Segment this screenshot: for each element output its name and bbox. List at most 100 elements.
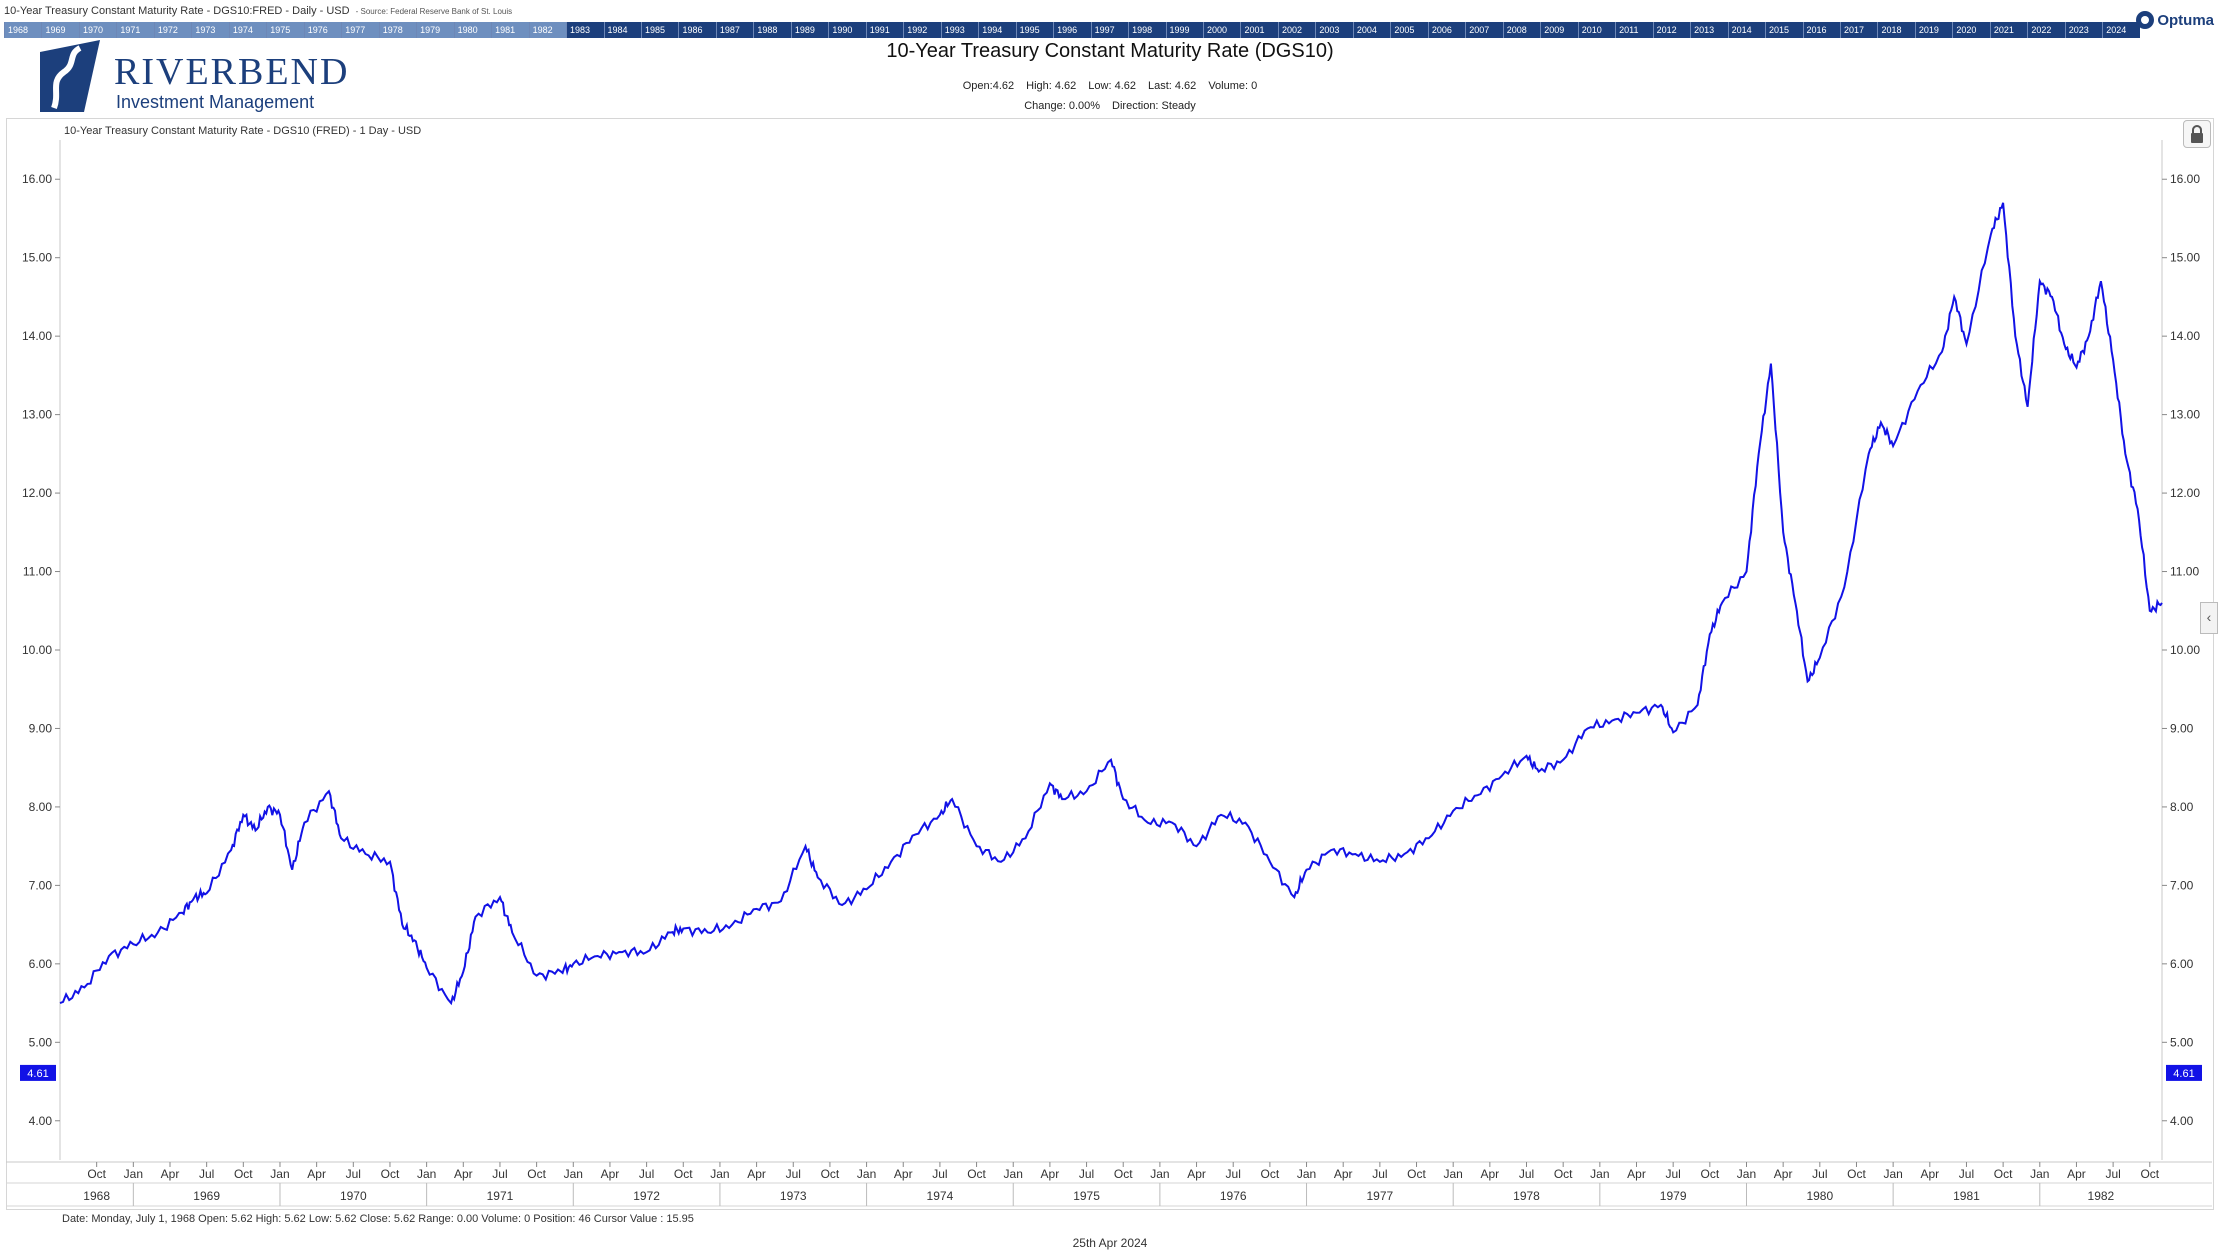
year-strip-item[interactable]: 2005 (1390, 22, 1427, 38)
year-strip-item[interactable]: 1992 (903, 22, 940, 38)
x-month-label: Oct (381, 1167, 400, 1181)
year-strip-item[interactable]: 2018 (1877, 22, 1914, 38)
year-strip-item[interactable]: 1991 (865, 22, 903, 38)
year-strip-item[interactable]: 1999 (1165, 22, 1203, 38)
chart-panel[interactable] (6, 118, 2214, 1210)
stat-value: Open:4.62 (962, 80, 1015, 92)
footer-date: 25th Apr 2024 (1072, 1236, 1148, 1250)
year-strip-item[interactable]: 2006 (1427, 22, 1465, 38)
year-strip-item[interactable]: 1976 (303, 22, 342, 38)
x-month-label: Apr (1187, 1167, 1206, 1181)
year-strip-item[interactable]: 1979 (416, 22, 454, 38)
y-tick-label-left: 14.00 (22, 329, 52, 343)
year-strip-item[interactable]: 1994 (978, 22, 1015, 38)
year-strip-item[interactable]: 2014 (1727, 22, 1765, 38)
year-strip-item[interactable]: 2000 (1203, 22, 1240, 38)
year-strip-item[interactable]: 2002 (1277, 22, 1315, 38)
year-strip-item[interactable]: 1982 (528, 22, 567, 38)
year-strip-item[interactable]: 1984 (603, 22, 641, 38)
y-tick-label-left: 4.00 (29, 1114, 53, 1128)
x-year-label: 1968 (83, 1189, 110, 1203)
x-month-label: Oct (87, 1167, 106, 1181)
year-strip-item[interactable]: 2011 (1615, 22, 1652, 38)
year-strip-item[interactable]: 1975 (266, 22, 304, 38)
x-month-label: Oct (1847, 1167, 1866, 1181)
year-navigation-strip[interactable]: 1968 1969 1970 1971 1972 1973 1974 1975 1976 1977… (4, 22, 2140, 38)
year-strip-item[interactable]: 1974 (228, 22, 267, 38)
year-strip-item[interactable]: 1995 (1015, 22, 1053, 38)
x-month-label: Jul (1372, 1167, 1387, 1181)
year-strip-item[interactable]: 2010 (1577, 22, 1615, 38)
x-month-label: Jan (857, 1167, 876, 1181)
year-strip-item[interactable]: 1985 (640, 22, 678, 38)
year-strip-item[interactable]: 1971 (116, 22, 154, 38)
year-strip-item[interactable]: 1968 (4, 22, 42, 38)
year-strip-item[interactable]: 2016 (1802, 22, 1840, 38)
year-strip-item[interactable]: 2023 (2064, 22, 2102, 38)
year-strip-item[interactable]: 2015 (1765, 22, 1802, 38)
year-strip-item[interactable]: 1986 (678, 22, 715, 38)
year-strip-item[interactable]: 2017 (1839, 22, 1877, 38)
year-strip-item[interactable]: 2007 (1465, 22, 1502, 38)
x-year-label: 1973 (780, 1189, 807, 1203)
year-strip-item[interactable]: 1996 (1053, 22, 1090, 38)
stat-value: Low: 4.62 (1088, 80, 1136, 92)
year-strip-item[interactable]: 2019 (1914, 22, 1952, 38)
year-strip-item[interactable]: 2009 (1540, 22, 1577, 38)
year-strip-item[interactable]: 1970 (78, 22, 117, 38)
lock-button[interactable] (2183, 120, 2211, 148)
year-strip-item[interactable]: 1977 (341, 22, 379, 38)
stat-value: Change: 0.00% (1024, 100, 1101, 112)
y-tick-label-left: 9.00 (29, 721, 53, 735)
y-tick-label-left: 16.00 (22, 172, 52, 186)
x-year-label: 1979 (1660, 1189, 1687, 1203)
year-strip-item[interactable]: 2001 (1240, 22, 1277, 38)
x-month-label: Apr (454, 1167, 473, 1181)
year-strip-item[interactable]: 1993 (940, 22, 978, 38)
year-strip-item[interactable]: 2020 (1952, 22, 1989, 38)
year-strip-item[interactable]: 1969 (41, 22, 79, 38)
x-month-label: Jul (1665, 1167, 1680, 1181)
year-strip-item[interactable]: 1989 (790, 22, 828, 38)
x-month-label: Oct (2140, 1167, 2159, 1181)
year-strip-item[interactable]: 1978 (378, 22, 417, 38)
year-strip-item[interactable]: 2021 (1989, 22, 2027, 38)
year-strip-item[interactable]: 1983 (566, 22, 603, 38)
year-strip-item[interactable]: 2004 (1352, 22, 1390, 38)
collapse-panel-button[interactable]: ‹ (2200, 602, 2218, 634)
year-strip-item[interactable]: 1973 (191, 22, 229, 38)
year-strip-item[interactable]: 2024 (2102, 22, 2139, 38)
window-title-bar: 10-Year Treasury Constant Maturity Rate … (0, 0, 2220, 22)
year-strip-item[interactable]: 2008 (1502, 22, 1540, 38)
y-tick-label-left: 11.00 (23, 565, 52, 579)
y-tick-label-right: 10.00 (2170, 643, 2200, 657)
year-strip-item[interactable]: 1980 (453, 22, 492, 38)
y-tick-label-right: 7.00 (2170, 878, 2194, 892)
y-tick-label-left: 15.00 (22, 251, 52, 265)
year-strip-item[interactable]: 1998 (1128, 22, 1165, 38)
year-strip-item[interactable]: 1972 (153, 22, 192, 38)
x-month-label: Jul (1226, 1167, 1241, 1181)
x-month-label: Oct (1261, 1167, 1280, 1181)
year-strip-item[interactable]: 1988 (753, 22, 790, 38)
year-strip-item[interactable]: 1987 (715, 22, 753, 38)
year-strip-item[interactable]: 2013 (1690, 22, 1727, 38)
year-strip-item[interactable]: 2022 (2027, 22, 2064, 38)
year-strip-item[interactable]: 2003 (1315, 22, 1352, 38)
x-year-label: 1976 (1220, 1189, 1247, 1203)
year-strip-item[interactable]: 1981 (491, 22, 529, 38)
year-strip-item[interactable]: 1997 (1090, 22, 1128, 38)
y-tick-label-left: 5.00 (29, 1035, 53, 1049)
stat-value: Last: 4.62 (1147, 80, 1197, 92)
x-month-label: Oct (967, 1167, 986, 1181)
year-strip-item[interactable]: 1990 (828, 22, 865, 38)
x-month-label: Jul (346, 1167, 361, 1181)
y-tick-label-right: 11.00 (2170, 565, 2199, 579)
y-tick-label-right: 16.00 (2170, 172, 2200, 186)
year-strip-item[interactable]: 2012 (1652, 22, 1690, 38)
x-month-label: Jan (710, 1167, 729, 1181)
y-tick-label-right: 14.00 (2170, 329, 2200, 343)
x-month-label: Oct (1554, 1167, 1573, 1181)
last-value-tag-right (2166, 1064, 2202, 1081)
